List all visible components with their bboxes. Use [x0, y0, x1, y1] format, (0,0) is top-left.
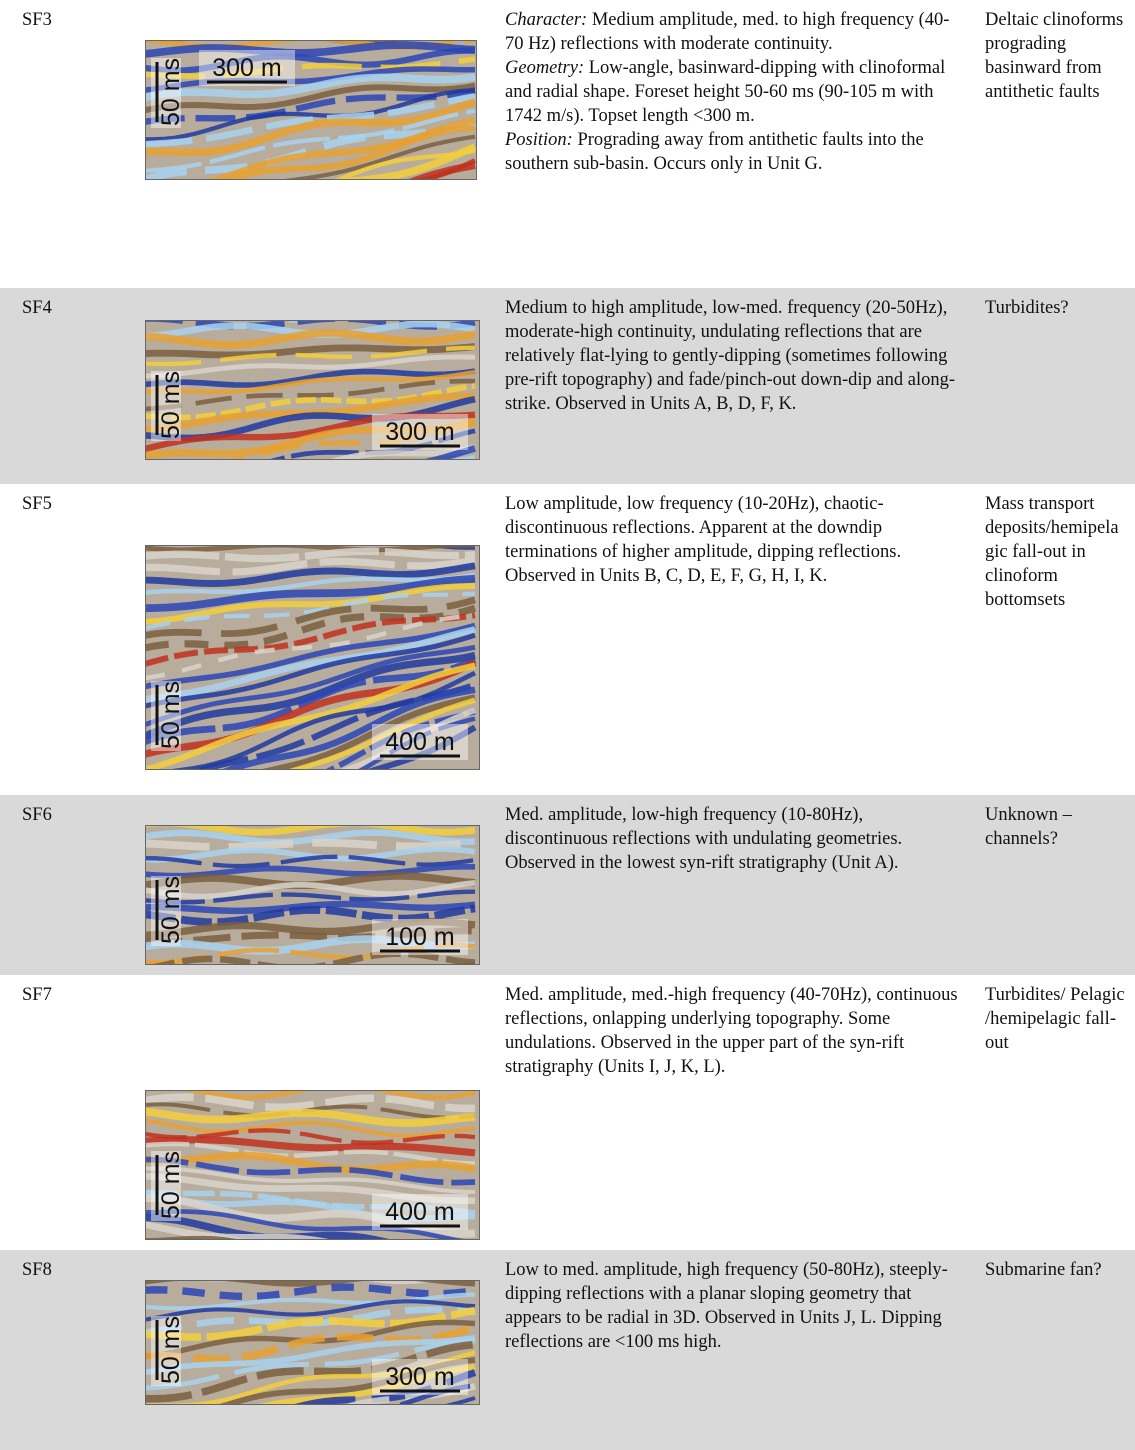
description: Medium to high amplitude, low-med. frequ…	[505, 296, 960, 416]
description-label: Character:	[505, 10, 587, 30]
description-text: Med. amplitude, med.-high frequency (40-…	[505, 985, 958, 1077]
description: Med. amplitude, med.-high frequency (40-…	[505, 983, 960, 1079]
interpretation: Deltaic clinoforms prograding basinward …	[985, 8, 1127, 104]
interpretation: Turbidites?	[985, 296, 1127, 320]
seismic-figure: 50 ms 400 m	[145, 545, 480, 770]
description-paragraph: Position: Prograding away from antitheti…	[505, 128, 960, 176]
table-row: SF7 Med. amplitude, med.-high frequency (…	[0, 975, 1135, 1250]
time-scale-label: 50 ms	[157, 371, 185, 439]
facies-id: SF5	[22, 492, 52, 516]
description-paragraph: Character: Medium amplitude, med. to hig…	[505, 8, 960, 56]
seismic-image: 50 ms 300 m	[145, 40, 477, 180]
facies-id: SF8	[22, 1258, 52, 1282]
description-text: Medium to high amplitude, low-med. frequ…	[505, 298, 955, 414]
seismic-image: 50 ms 300 m	[145, 320, 480, 460]
interpretation: Unknown – channels?	[985, 803, 1127, 851]
description-text: Low to med. amplitude, high frequency (5…	[505, 1260, 948, 1352]
page: {"rows": [ {"id": "SF3", "time_scale": "…	[0, 0, 1135, 1450]
length-scale-label: 300 m	[212, 54, 281, 82]
description-paragraph: Geometry: Low-angle, basinward-dipping w…	[505, 56, 960, 128]
length-scale-label: 100 m	[385, 923, 454, 951]
description-text: Med. amplitude, low-high frequency (10-8…	[505, 805, 902, 873]
table-row: SF5 Low amplitude, low frequency (10-20Hz…	[0, 484, 1135, 795]
seismic-image: 50 ms 400 m	[145, 1090, 480, 1240]
description: Low to med. amplitude, high frequency (5…	[505, 1258, 960, 1354]
interpretation: Turbidites/ Pelagic /hemipelagic fall-ou…	[985, 983, 1127, 1055]
description-text: Low amplitude, low frequency (10-20Hz), …	[505, 494, 901, 586]
table-row: SF4 Medium to high amplitude, low-med. fr…	[0, 288, 1135, 484]
table-row: SF8 Low to med. amplitude, high frequency…	[0, 1250, 1135, 1450]
seismic-figure: 50 ms 300 m	[145, 40, 477, 180]
reflection	[145, 551, 475, 558]
description-label: Geometry:	[505, 58, 584, 78]
time-scale-label: 50 ms	[157, 876, 185, 944]
description: Character: Medium amplitude, med. to hig…	[505, 8, 960, 176]
time-scale-label: 50 ms	[157, 1316, 185, 1384]
interpretation: Mass transport deposits/hemipelagic fall…	[985, 492, 1127, 612]
length-scale-label: 300 m	[385, 418, 454, 446]
seismic-image: 50 ms 400 m	[145, 545, 480, 770]
facies-id: SF7	[22, 983, 52, 1007]
description: Med. amplitude, low-high frequency (10-8…	[505, 803, 960, 875]
description-label: Position:	[505, 130, 573, 150]
time-scale-label: 50 ms	[157, 1151, 185, 1219]
time-scale-label: 50 ms	[157, 58, 185, 126]
time-scale-label: 50 ms	[157, 681, 185, 749]
length-scale-label: 400 m	[385, 1198, 454, 1226]
facies-id: SF4	[22, 296, 52, 320]
seismic-image: 50 ms 300 m	[145, 1280, 480, 1405]
seismic-image: 50 ms 100 m	[145, 825, 480, 965]
length-scale-label: 400 m	[385, 728, 454, 756]
table-row: SF3 Character: Medium amplitude, med. to …	[0, 0, 1135, 288]
interpretation: Submarine fan?	[985, 1258, 1127, 1282]
facies-id: SF3	[22, 8, 52, 32]
seismic-figure: 50 ms 100 m	[145, 825, 480, 965]
length-scale-label: 300 m	[385, 1363, 454, 1391]
table-row: SF6 Med. amplitude, low-high frequency (1…	[0, 795, 1135, 975]
seismic-figure: 50 ms 300 m	[145, 1280, 480, 1405]
description: Low amplitude, low frequency (10-20Hz), …	[505, 492, 960, 588]
facies-id: SF6	[22, 803, 52, 827]
seismic-figure: 50 ms 300 m	[145, 320, 480, 460]
seismic-figure: 50 ms 400 m	[145, 1090, 480, 1240]
